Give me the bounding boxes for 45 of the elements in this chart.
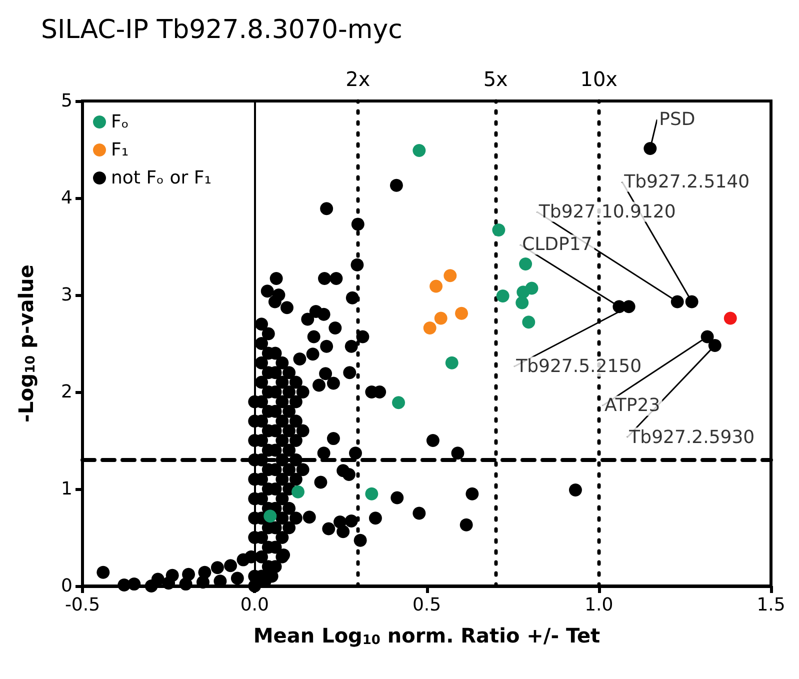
point [444, 269, 457, 282]
annotation: PSD [659, 109, 696, 130]
point [525, 282, 538, 295]
point [492, 224, 506, 237]
point [430, 280, 443, 293]
ref-line-label: 10x [580, 67, 618, 91]
annotation: CLDP17 [522, 234, 592, 256]
point [365, 487, 378, 500]
x-tick-label: 0.5 [412, 594, 442, 616]
annotation: Tb927.5.2150 [515, 356, 642, 378]
legend-label: not Fₒ or F₁ [111, 168, 212, 188]
y-tick-label: 2 [61, 382, 72, 402]
legend-label: F₁ [111, 140, 129, 160]
point [455, 306, 468, 320]
point [292, 485, 304, 498]
ref-line-label: 2x [346, 67, 370, 91]
annotation: Tb927.10.9120 [538, 201, 676, 222]
point [434, 312, 448, 325]
y-tick-label: 0 [61, 576, 72, 596]
point [519, 257, 532, 270]
y-tick-label: 5 [61, 90, 72, 112]
x-tick-label: -0.5 [64, 594, 100, 616]
point [522, 316, 536, 329]
point [496, 289, 510, 302]
ref-line-label: 5x [483, 67, 508, 91]
annotation: Tb927.2.5930 [628, 426, 755, 448]
x-tick-label: 0.0 [240, 594, 269, 616]
annotation: Tb927.2.5140 [623, 171, 750, 192]
point [516, 296, 529, 310]
point [423, 321, 436, 334]
x-axis-title: Mean Log10 norm. Ratio +/- Tet [253, 624, 601, 648]
y-tick-label: 3 [61, 284, 72, 306]
x-tick-label: 1.0 [584, 594, 614, 616]
y-axis-title: -Log10 p-value [14, 264, 38, 422]
y-tick-label: 1 [61, 478, 72, 500]
x-tick-label: 1.5 [756, 594, 786, 616]
legend-label: Fₒ [111, 112, 129, 132]
point [392, 396, 406, 410]
annotation: ATP23 [604, 395, 660, 416]
y-tick-label: 4 [61, 188, 72, 208]
point [264, 510, 277, 523]
point [445, 356, 458, 370]
chart-title: SILAC-IP Tb927.8.3070-myc [41, 15, 402, 45]
point [724, 312, 737, 325]
point [412, 144, 426, 157]
